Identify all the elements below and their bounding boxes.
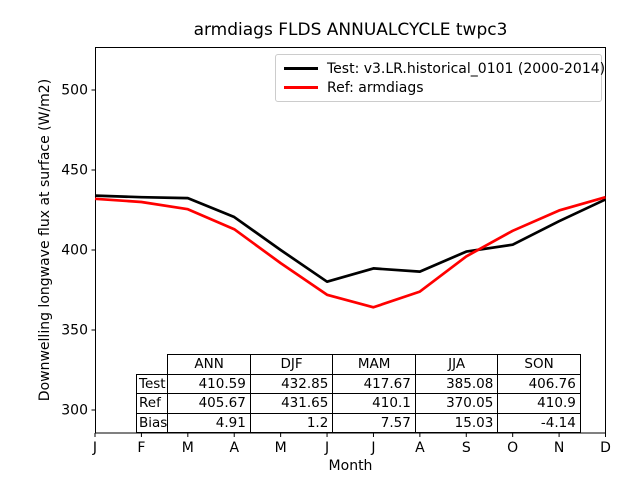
stats-bias-mam: 7.57 [332,412,416,433]
plot-border [95,47,606,434]
stats-test-ann: 410.59 [167,373,251,394]
x-tick-label: F [137,440,145,456]
stats-row-test: Test 410.59 432.85 417.67 385.08 406.76 [135,373,581,394]
stats-table-body: ANN DJF MAM JJA SON Test 410.59 432.85 417.67 385… [135,354,581,433]
test-series-line [94,194,607,284]
stats-ref-ann: 405.67 [167,393,251,414]
y-tick-label: 500 [61,83,88,99]
stats-col-ann: ANN [167,354,251,375]
legend-entry-ref: Ref: armdiags [284,80,593,96]
stats-row-bias: Bias 4.91 1.2 7.57 15.03 -4.14 [135,412,581,433]
y-tick-label: 350 [61,323,88,339]
y-tick-label: 450 [61,163,88,179]
stats-test-djf: 432.85 [249,373,334,394]
x-axis-label: Month [328,458,373,474]
stats-corner-cell [137,355,168,375]
stats-bias-son: -4.14 [497,412,581,433]
stats-bias-djf: 1.2 [249,412,334,433]
x-tick-label: M [182,440,194,456]
y-tick-label: 300 [61,403,88,419]
x-tick-label: J [324,440,329,456]
stats-header-row: ANN DJF MAM JJA SON [137,354,581,375]
legend: Test: v3.LR.historical_0101 (2000-2014) … [275,54,605,102]
y-tick-label: 400 [61,243,88,259]
legend-entry-test: Test: v3.LR.historical_0101 (2000-2014) [284,61,605,77]
stats-bias-ann: 4.91 [167,412,251,433]
legend-label-ref: Ref: armdiags [327,79,424,96]
stats-table-grid: ANN DJF MAM JJA SON Test 410.59 432.85 417.67 385… [135,354,581,433]
stats-bias-jja: 15.03 [414,412,499,433]
x-tick-label: N [554,440,564,456]
stats-ref-mam: 410.1 [332,393,416,414]
x-tick-label: S [462,440,471,456]
x-tick-label: O [507,440,518,456]
stats-table: ANN DJF MAM JJA SON Test 410.59 432.85 417.67 385… [135,354,581,433]
stats-col-jja: JJA [414,354,499,375]
stats-col-djf: DJF [249,354,334,375]
x-tick-label: D [600,440,611,456]
legend-label-test: Test: v3.LR.historical_0101 (2000-2014) [327,60,606,77]
stats-rowlabel-bias: Bias [135,412,169,433]
x-tick-label: J [370,440,375,456]
stats-ref-djf: 431.65 [249,393,334,414]
stats-rowlabel-ref: Ref [135,393,169,414]
ref-line-sample-icon [284,86,318,89]
stats-test-son: 406.76 [497,373,581,394]
stats-col-son: SON [497,354,581,375]
stats-ref-jja: 370.05 [414,393,499,414]
x-tick-label: A [415,440,425,456]
stats-rowlabel-test: Test [135,373,169,394]
stats-col-mam: MAM [332,354,416,375]
x-tick-label: A [229,440,239,456]
stats-test-mam: 417.67 [332,373,416,394]
stats-test-jja: 385.08 [414,373,499,394]
ref-series-line [94,195,606,309]
test-line-sample-icon [284,67,318,70]
x-tick-label: J [92,440,97,456]
x-tick-label: M [275,440,287,456]
stats-row-ref: Ref 405.67 431.65 410.1 370.05 410.9 [135,393,581,414]
chart-title: armdiags FLDS ANNUALCYCLE twpc3 [193,20,508,40]
stats-ref-son: 410.9 [497,393,581,414]
